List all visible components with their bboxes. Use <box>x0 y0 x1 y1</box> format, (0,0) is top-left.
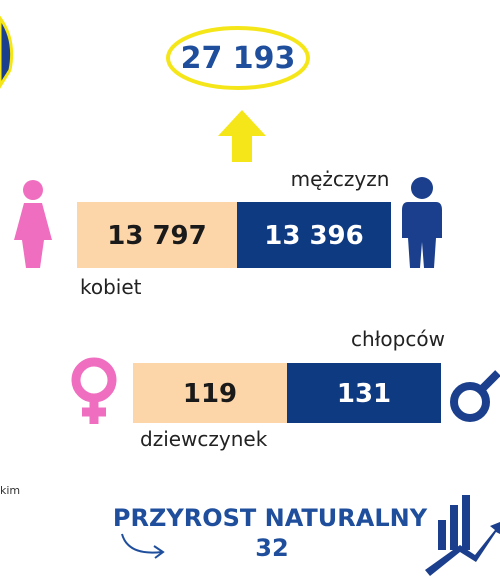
boys-value: 131 <box>337 379 391 409</box>
girls-label: dziewczynek <box>140 427 268 451</box>
growth-icon <box>425 495 500 576</box>
emblem <box>0 15 14 89</box>
male-symbol <box>450 370 500 422</box>
curved-arrow <box>121 533 165 559</box>
highlight-circle <box>166 26 310 90</box>
women-value: 13 797 <box>107 221 207 251</box>
women-label: kobiet <box>80 275 142 299</box>
arrow-up <box>218 110 266 162</box>
girls-bar <box>133 363 287 423</box>
girls-value: 119 <box>183 379 237 409</box>
boys-label: chłopców <box>351 327 445 351</box>
boys-bar <box>287 363 441 423</box>
woman-icon <box>14 180 52 268</box>
growth-title: PRZYROST NATURALNY <box>113 504 428 532</box>
total: 27 193 <box>181 41 296 76</box>
women-bar <box>77 202 237 268</box>
man-icon <box>402 177 442 268</box>
men-value: 13 396 <box>264 221 364 251</box>
female-symbol <box>71 357 117 424</box>
men-bar <box>237 202 391 268</box>
side-note: kim <box>0 484 20 497</box>
growth-value: 32 <box>255 534 288 562</box>
men-label: mężczyzn <box>291 167 390 191</box>
